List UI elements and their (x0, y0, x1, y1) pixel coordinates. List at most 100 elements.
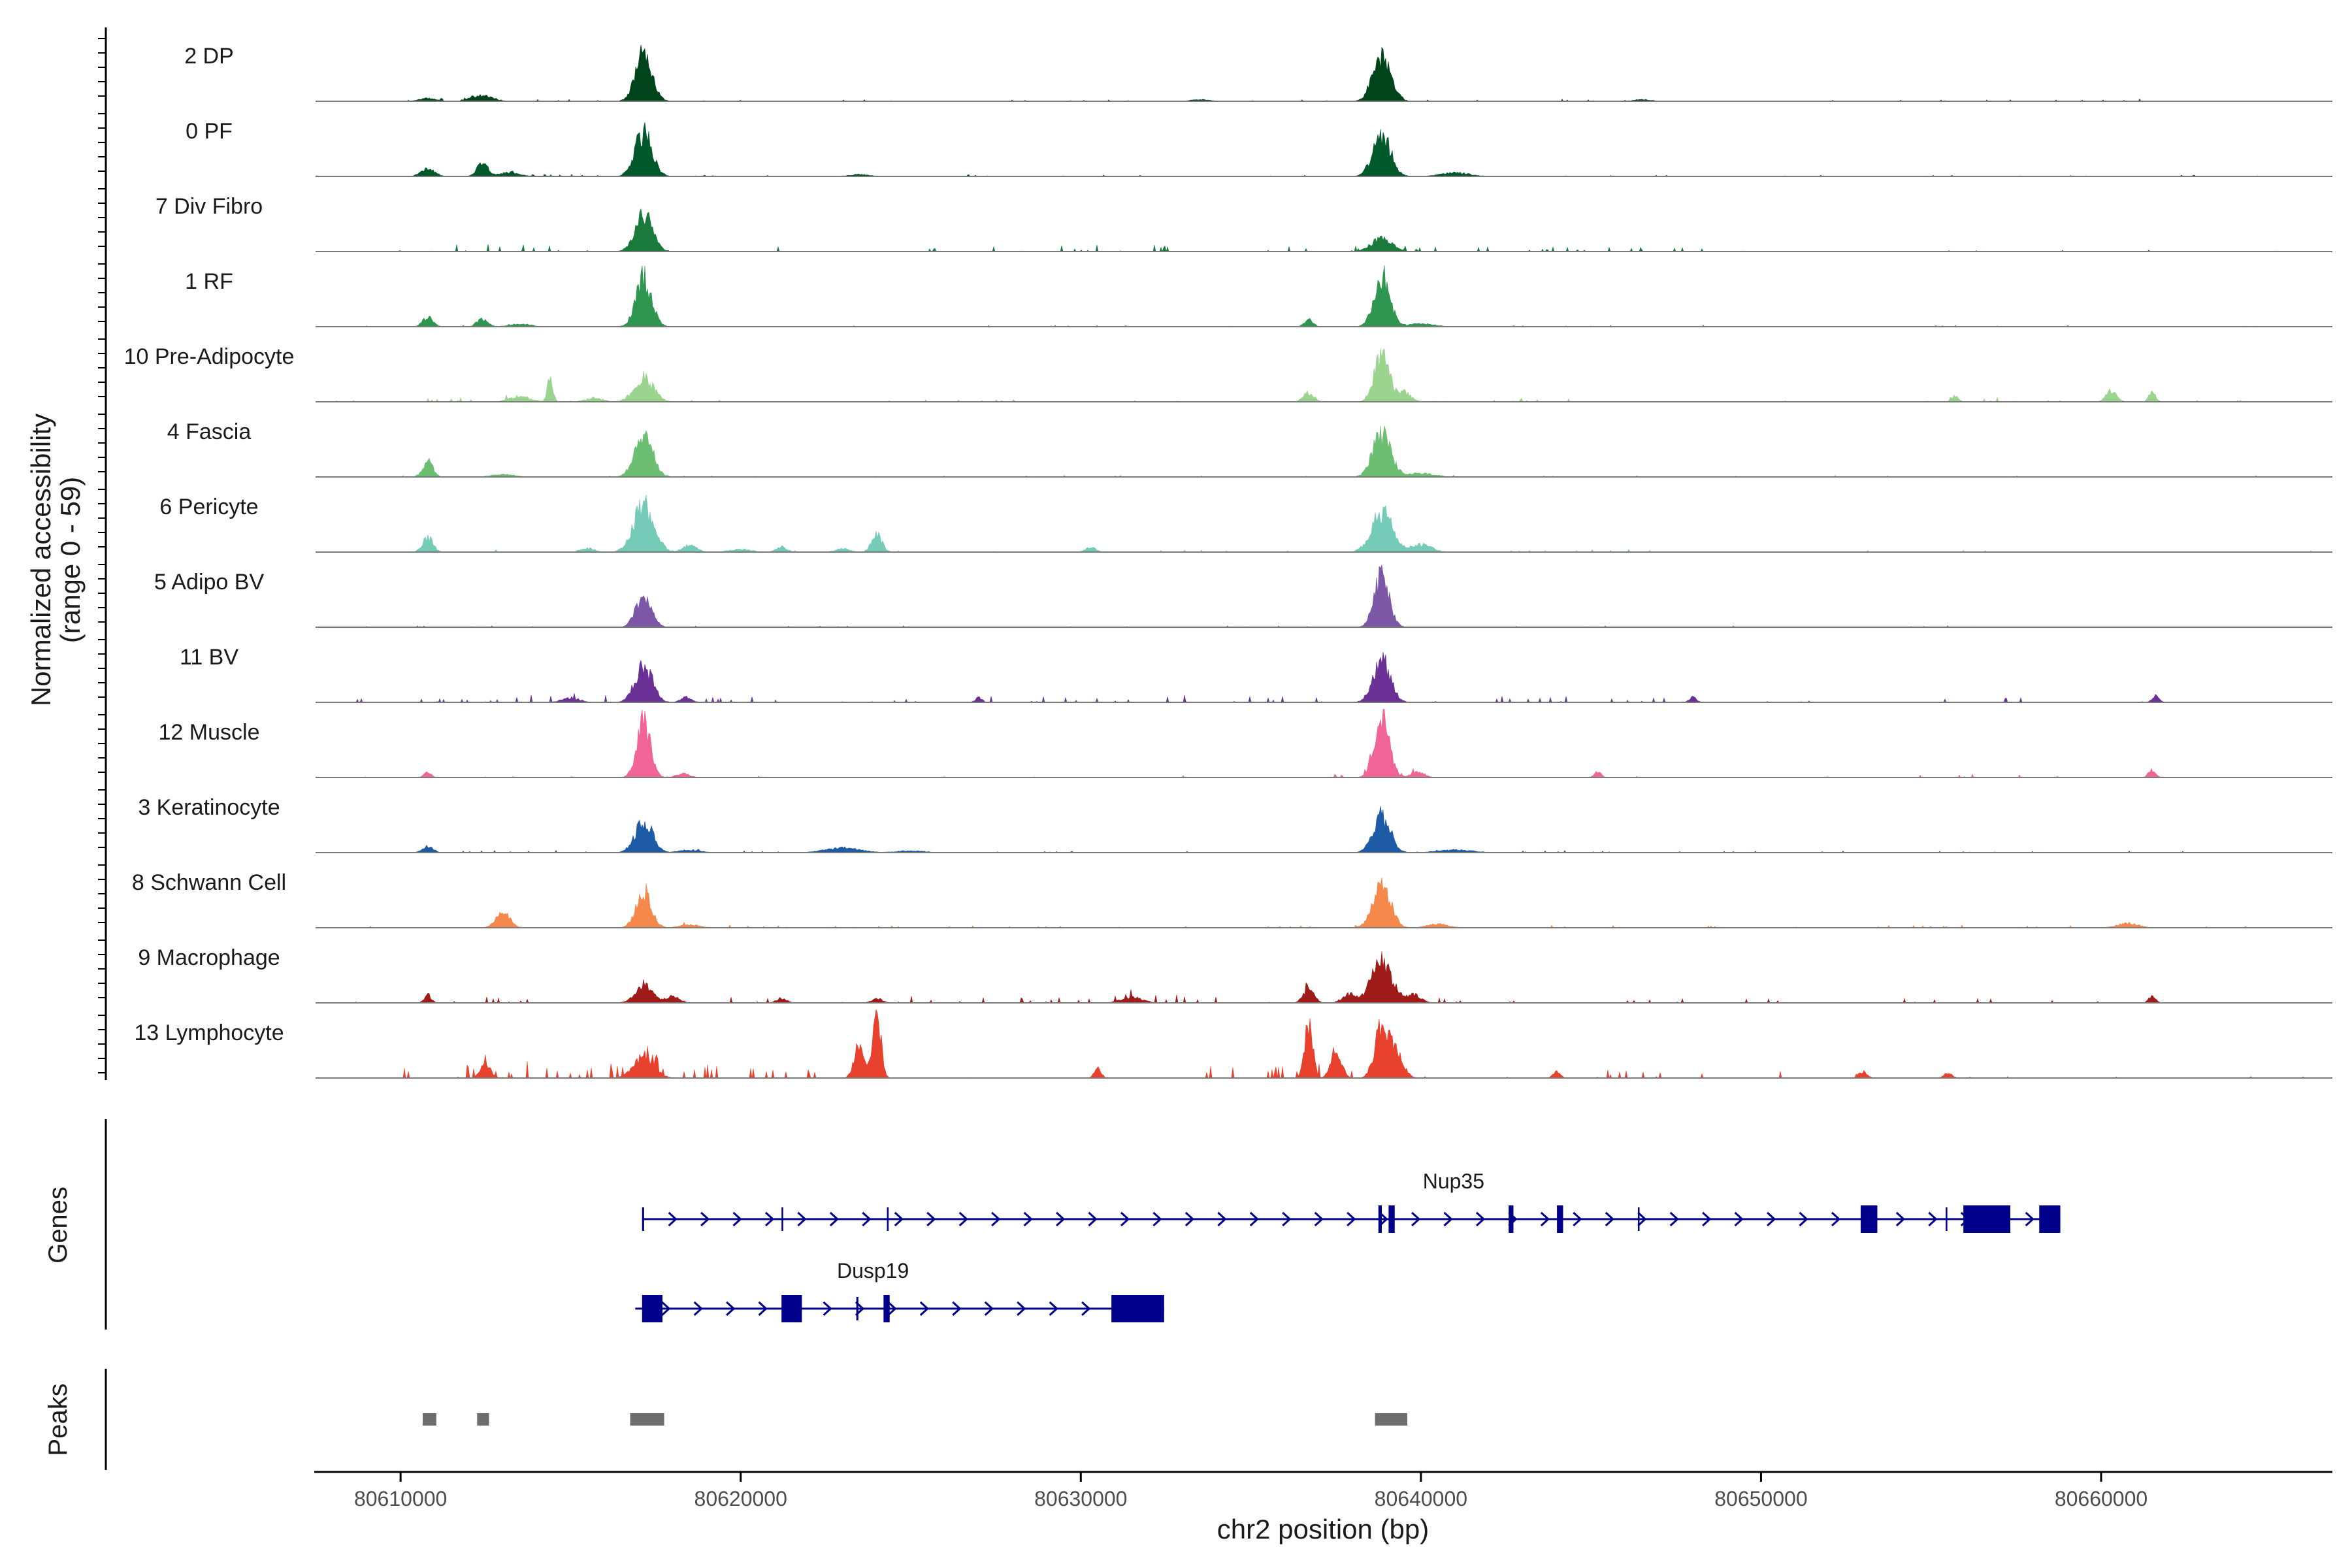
strand-chevron (1637, 1211, 1647, 1227)
x-tick-label: 80610000 (354, 1487, 447, 1511)
genes-track-label: Genes (44, 1186, 73, 1264)
coverage-track: 0 PF (186, 119, 2332, 177)
strand-chevron (1605, 1211, 1615, 1227)
strand-chevron (926, 1211, 936, 1227)
strand-chevron (1831, 1211, 1841, 1227)
strand-chevron (1443, 1211, 1453, 1227)
coverage-track: 9 Macrophage (138, 945, 2332, 1004)
strand-chevron (1152, 1211, 1162, 1227)
strand-chevron (1734, 1211, 1744, 1227)
peak-region (1375, 1413, 1408, 1426)
strand-chevron (1088, 1211, 1098, 1227)
track-label: 6 Pericyte (159, 495, 258, 519)
strand-chevron (919, 1301, 930, 1316)
x-tick-label: 80640000 (1375, 1487, 1467, 1511)
coverage-area (316, 265, 2332, 327)
exon-block (1637, 1207, 1640, 1231)
x-axis-label: chr2 position (bp) (1217, 1514, 1429, 1544)
genes-track: Nup35 Dusp19 (105, 1119, 2061, 1330)
strand-chevron (1081, 1301, 1091, 1316)
coverage-area (316, 806, 2332, 853)
coverage-area (316, 495, 2332, 553)
exon-block (887, 1207, 889, 1231)
track-label: 13 Lymphocyte (134, 1021, 284, 1045)
strand-chevron (1347, 1211, 1356, 1227)
coverage-area (316, 951, 2332, 1004)
strand-chevron (1540, 1211, 1550, 1227)
coverage-area (316, 348, 2332, 402)
coverage-track: 12 Muscle (159, 708, 2332, 778)
coverage-area (316, 208, 2332, 253)
strand-chevron (758, 1301, 768, 1316)
x-tick-label: 80620000 (694, 1487, 787, 1511)
exon-block (1963, 1205, 2011, 1233)
strand-chevron (1411, 1211, 1421, 1227)
coverage-area (316, 877, 2332, 928)
gene-name-label: Nup35 (1423, 1169, 1484, 1193)
track-label: 5 Adipo BV (154, 570, 265, 595)
strand-chevron (829, 1211, 840, 1227)
strand-chevron (2025, 1211, 2034, 1227)
strand-chevron (1767, 1211, 1776, 1227)
strand-chevron (1573, 1211, 1582, 1227)
strand-chevron (952, 1301, 962, 1316)
x-tick-label: 80660000 (2055, 1487, 2148, 1511)
track-label: 12 Muscle (159, 720, 260, 745)
strand-chevron (862, 1211, 872, 1227)
strand-chevron (1895, 1211, 1906, 1227)
strand-chevron (764, 1211, 775, 1227)
strand-chevron (958, 1211, 968, 1227)
strand-chevron (1702, 1211, 1712, 1227)
strand-chevron (1669, 1211, 1679, 1227)
track-label: 2 DP (184, 44, 234, 69)
coverage-area (316, 651, 2332, 703)
strand-chevron (1282, 1211, 1292, 1227)
coverage-track: 8 Schwann Cell (132, 870, 2332, 928)
x-axis: 80610000 80620000 80630000 80640000 80650000… (314, 1471, 2332, 1511)
strand-chevron (894, 1211, 904, 1227)
exon-block (781, 1207, 783, 1231)
exon-block (1388, 1205, 1395, 1233)
strand-chevron (1249, 1211, 1260, 1227)
exon-block (1378, 1205, 1382, 1233)
strand-chevron (1379, 1211, 1388, 1227)
coverage-area (316, 44, 2332, 102)
coverage-track: 13 Lymphocyte (134, 1009, 2332, 1079)
strand-chevron (1017, 1301, 1026, 1316)
track-label: 4 Fascia (167, 419, 252, 444)
track-label: 7 Div Fibro (155, 194, 263, 219)
strand-chevron (887, 1301, 897, 1316)
track-label: 9 Macrophage (138, 945, 280, 970)
strand-chevron (693, 1301, 703, 1316)
coverage-track: 11 BV (180, 645, 2332, 703)
strand-chevron (1184, 1211, 1195, 1227)
exon-block (642, 1207, 644, 1231)
exon-block (1946, 1207, 1948, 1231)
exon-block (781, 1295, 802, 1322)
track-label: 10 Pre-Adipocyte (124, 344, 295, 369)
track-label: 8 Schwann Cell (132, 870, 286, 895)
exon-block (1860, 1205, 1878, 1233)
exon-block (1111, 1295, 1164, 1322)
strand-chevron (1475, 1211, 1486, 1227)
coverage-track: 1 RF (185, 265, 2332, 327)
gene-model: Dusp19 (635, 1259, 1164, 1322)
track-label: 0 PF (186, 119, 233, 144)
x-tick-label: 80630000 (1034, 1487, 1127, 1511)
strand-chevron (726, 1301, 736, 1316)
coverage-track: 2 DP (184, 44, 2332, 102)
coverage-track: 4 Fascia (167, 419, 2332, 478)
track-label: 11 BV (180, 645, 238, 670)
exon-block (856, 1297, 858, 1320)
strand-chevron (1928, 1211, 1938, 1227)
coverage-area (316, 1009, 2332, 1079)
strand-chevron (1799, 1211, 1808, 1227)
strand-chevron (661, 1301, 671, 1316)
exon-block (883, 1295, 890, 1322)
exon-block (2039, 1205, 2061, 1233)
coverage-track: 10 Pre-Adipocyte (124, 344, 2332, 402)
strand-chevron (1023, 1211, 1033, 1227)
coverage-area (316, 708, 2332, 778)
strand-chevron (1217, 1211, 1227, 1227)
